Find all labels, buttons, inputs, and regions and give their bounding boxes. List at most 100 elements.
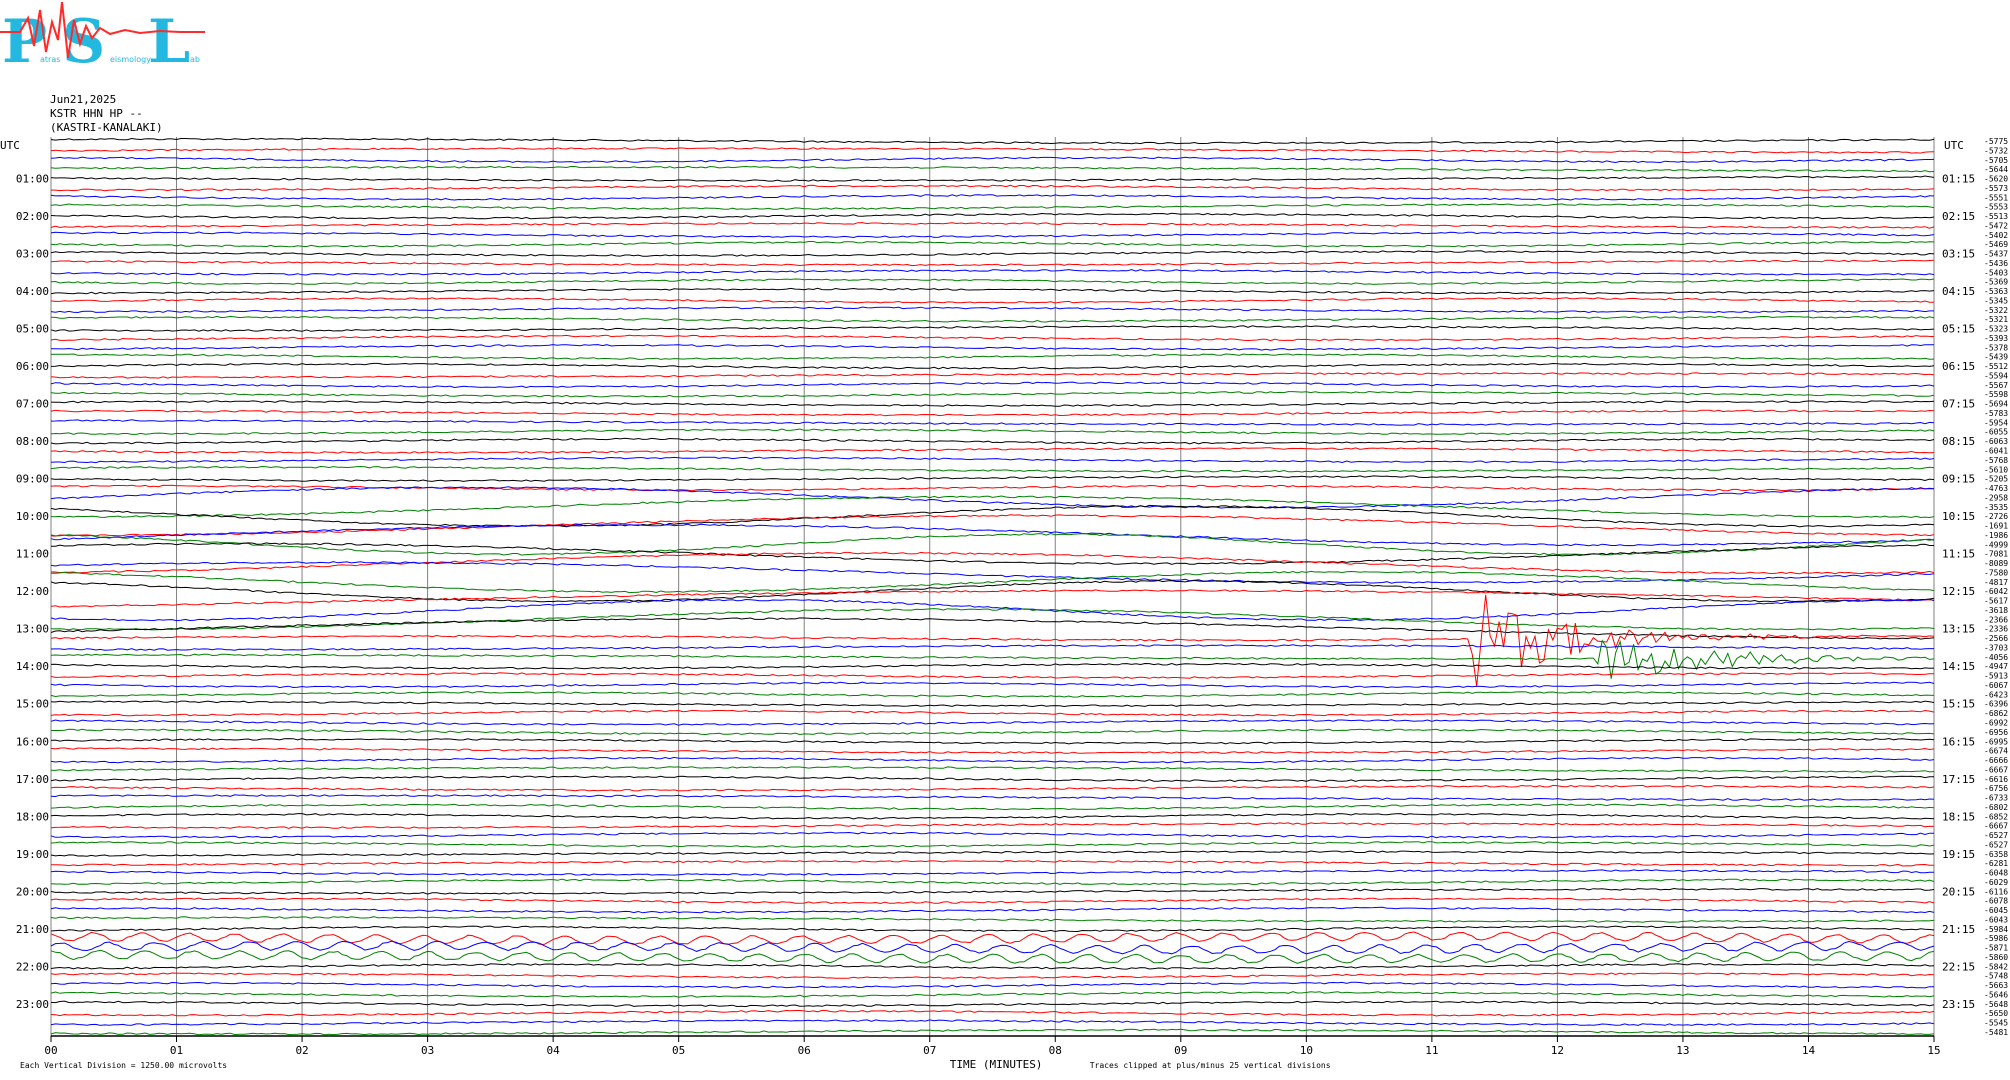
left-hour-label: 07:00 (16, 398, 49, 411)
row-offset-value: -5378 (1984, 343, 2008, 352)
row-offset-value: -5663 (1984, 981, 2008, 990)
right-hour-label: 02:15 (1942, 210, 1975, 223)
row-offset-value: -6995 (1984, 737, 2008, 746)
trace-row (50, 784, 1935, 792)
trace-row (50, 747, 1935, 754)
row-offset-value: -5369 (1984, 278, 2008, 287)
right-hour-label: 18:15 (1942, 810, 1975, 823)
trace-row (50, 231, 1935, 239)
channel-label: KSTR HHN HP -- (50, 107, 143, 120)
row-offset-value: -5545 (1984, 1019, 2008, 1028)
row-offset-value: -5871 (1984, 944, 2008, 953)
trace-row (50, 850, 1935, 857)
row-offset-value: -5323 (1984, 325, 2008, 334)
right-hour-label: 21:15 (1942, 923, 1975, 936)
x-tick-label: 05 (672, 1044, 685, 1057)
trace-row (50, 803, 1935, 811)
x-tick-label: 07 (923, 1044, 936, 1057)
trace-row (50, 203, 1935, 210)
trace-row (50, 353, 1935, 361)
row-offset-value: -3703 (1984, 643, 2008, 652)
row-offset-value: -5567 (1984, 381, 2008, 390)
row-offset-value: -5393 (1984, 334, 2008, 343)
row-offset-value: -5402 (1984, 231, 2008, 240)
svg-text:ab: ab (190, 55, 200, 64)
right-hour-label: 05:15 (1942, 323, 1975, 336)
x-tick-label: 13 (1676, 1044, 1689, 1057)
row-offset-value: -4056 (1984, 653, 2008, 662)
trace-row (50, 756, 1935, 764)
row-offset-value: -5481 (1984, 1028, 2008, 1037)
trace-row (50, 165, 1935, 173)
trace-row (50, 1028, 1935, 1036)
left-hour-label: 16:00 (16, 735, 49, 748)
row-offset-value: -8089 (1984, 559, 2008, 568)
trace-row (50, 325, 1935, 332)
row-offset-value: -6043 (1984, 915, 2008, 924)
row-offset-value: -6396 (1984, 700, 2008, 709)
row-offset-value: -5205 (1984, 475, 2008, 484)
row-offset-value: -5469 (1984, 240, 2008, 249)
left-hour-label: 14:00 (16, 660, 49, 673)
row-offset-value: -5345 (1984, 296, 2008, 305)
trace-row (50, 972, 1935, 979)
row-offset-value: -5512 (1984, 362, 2008, 371)
trace-row (50, 400, 1935, 407)
trace-row (50, 598, 1935, 622)
row-offset-value: -6674 (1984, 747, 2008, 756)
left-hour-label: 09:00 (16, 473, 49, 486)
row-offset-value: -5439 (1984, 353, 2008, 362)
row-offset-value: -5472 (1984, 221, 2008, 230)
row-offset-value: -6862 (1984, 709, 2008, 718)
right-hour-label: 10:15 (1942, 510, 1975, 523)
row-offset-value: -5694 (1984, 400, 2008, 409)
trace-row (50, 532, 1935, 556)
trace-row (50, 940, 1935, 955)
row-offset-value: -4817 (1984, 578, 2008, 587)
row-offset-value: -6045 (1984, 906, 2008, 915)
trace-row (50, 465, 1935, 473)
trace-row (50, 794, 1935, 801)
left-hour-label: 10:00 (16, 510, 49, 523)
right-hour-label: 16:15 (1942, 735, 1975, 748)
right-hour-label: 17:15 (1942, 773, 1975, 786)
trace-row (50, 931, 1935, 946)
trace-row (50, 639, 1935, 679)
left-hour-label: 13:00 (16, 623, 49, 636)
left-hour-label: 18:00 (16, 810, 49, 823)
trace-row (50, 963, 1935, 970)
right-hour-label: 23:15 (1942, 998, 1975, 1011)
row-offset-value: -2958 (1984, 493, 2008, 502)
row-offset-value: -5768 (1984, 456, 2008, 465)
row-offset-value: -5610 (1984, 465, 2008, 474)
footer-clipping-note: Traces clipped at plus/minus 25 vertical… (1090, 1061, 1331, 1070)
right-hour-label: 12:15 (1942, 585, 1975, 598)
row-offset-value: -5986 (1984, 934, 2008, 943)
trace-row (50, 381, 1935, 389)
trace-row (50, 681, 1935, 689)
trace-row (50, 475, 1935, 482)
trace-row (50, 589, 1935, 608)
trace-row (50, 897, 1935, 905)
trace-row (50, 306, 1934, 314)
trace-row (50, 334, 1935, 342)
row-offset-value: -6666 (1984, 756, 2008, 765)
row-offset-value: -5954 (1984, 418, 2008, 427)
row-offset-value: -6802 (1984, 803, 2008, 812)
x-tick-label: 10 (1300, 1044, 1313, 1057)
row-offset-value: -5775 (1984, 137, 2008, 146)
right-hour-label: 01:15 (1942, 173, 1975, 186)
trace-row (50, 691, 1935, 698)
row-offset-value: -4999 (1984, 540, 2008, 549)
row-offset-value: -6048 (1984, 869, 2008, 878)
trace-row (50, 608, 1935, 631)
trace-row (50, 447, 1935, 454)
row-offset-value: -4763 (1984, 484, 2008, 493)
right-hour-label: 11:15 (1942, 548, 1975, 561)
left-hour-label: 04:00 (16, 285, 49, 298)
row-offset-value: -5322 (1984, 306, 2008, 315)
right-hour-label: 14:15 (1942, 660, 1975, 673)
right-hour-label: 07:15 (1942, 398, 1975, 411)
row-offset-value: -5646 (1984, 990, 2008, 999)
row-offset-value: -5594 (1984, 371, 2008, 380)
